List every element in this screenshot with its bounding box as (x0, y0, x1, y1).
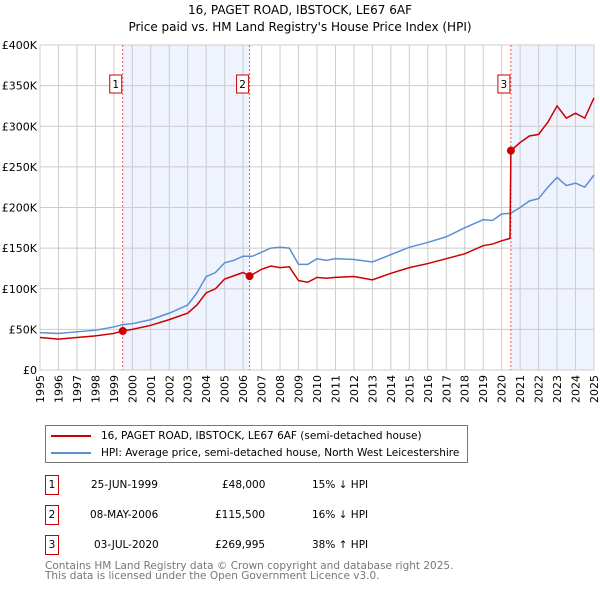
hpi-diff: 16% ↓ HPI (312, 509, 369, 521)
date: 03-JUL-2020 (94, 539, 159, 551)
sale-label: 2 (239, 79, 246, 91)
x-tick-label: 2004 (200, 375, 213, 403)
x-tick-label: 2025 (588, 375, 600, 403)
chart-title: 16, PAGET ROAD, IBSTOCK, LE67 6AF (188, 3, 412, 17)
x-tick-label: 2023 (551, 375, 564, 403)
x-tick-label: 1999 (108, 375, 121, 403)
sale-label-box (497, 74, 511, 94)
x-tick-label: 2021 (514, 375, 527, 403)
x-tick-label: 1997 (71, 375, 84, 403)
sale-point (118, 327, 127, 335)
x-tick-label: 2016 (422, 375, 435, 403)
x-tick-label: 2000 (126, 375, 139, 403)
legend-label: 16, PAGET ROAD, IBSTOCK, LE67 6AF (semi-… (101, 430, 422, 442)
marker-badge: 2 (45, 505, 59, 525)
footer-line: Contains HM Land Registry data © Crown c… (45, 560, 454, 572)
hpi-diff: 38% ↑ HPI (312, 539, 369, 551)
hpi-line (39, 174, 595, 335)
chart-subtitle: Price paid vs. HM Land Registry's House … (128, 20, 471, 34)
transaction-row: 3 03-JUL-2020 £269,995 38% ↑ HPI (45, 535, 445, 555)
price: £48,000 (222, 479, 266, 491)
x-tick-label: 2002 (163, 375, 176, 403)
x-tick-label: 2024 (570, 375, 583, 403)
x-tick-label: 2020 (496, 375, 509, 403)
x-tick-label: 2014 (385, 375, 398, 403)
legend-swatch (51, 452, 91, 454)
marker-badge: 3 (45, 535, 59, 555)
y-tick-label: £250K (2, 161, 38, 174)
y-tick-label: £0 (23, 364, 37, 377)
y-tick-label: £50K (9, 323, 38, 336)
sale-label-box (109, 74, 123, 94)
date: 25-JUN-1999 (91, 479, 158, 491)
x-tick-label: 1998 (89, 375, 102, 403)
marker-badge: 1 (45, 475, 59, 495)
x-tick-label: 2001 (145, 375, 158, 403)
legend: 16, PAGET ROAD, IBSTOCK, LE67 6AF (semi-… (45, 425, 468, 463)
x-tick-label: 2017 (440, 375, 453, 403)
sale-point (245, 272, 254, 281)
legend-item-hpi: HPI: Average price, semi-detached house,… (51, 445, 459, 461)
x-tick-label: 2015 (403, 375, 416, 403)
y-tick-label: £150K (2, 242, 38, 255)
legend-swatch (51, 435, 91, 437)
x-tick-label: 2005 (219, 375, 232, 403)
x-tick-label: 1995 (34, 375, 47, 403)
price: £269,995 (215, 539, 266, 551)
property-price-line (39, 97, 595, 340)
sale-label: 3 (501, 79, 508, 91)
transaction-row: 1 25-JUN-1999 £48,000 15% ↓ HPI (45, 475, 445, 495)
chart: 16, PAGET ROAD, IBSTOCK, LE67 6AF Price … (2, 3, 600, 403)
transaction-row: 2 08-MAY-2006 £115,500 16% ↓ HPI (45, 505, 445, 525)
x-tick-label: 2008 (274, 375, 287, 403)
x-tick-label: 2018 (459, 375, 472, 403)
footer-line: This data is licensed under the Open Gov… (45, 570, 380, 582)
sale-point (506, 146, 515, 155)
sale-label: 1 (112, 79, 119, 91)
y-tick-label: £400K (2, 39, 38, 52)
x-tick-label: 2022 (533, 375, 546, 403)
x-tick-label: 2010 (311, 375, 324, 403)
x-tick-label: 1996 (52, 375, 65, 403)
x-tick-label: 2019 (477, 375, 490, 403)
sale-label-box (236, 74, 250, 94)
x-tick-label: 2003 (182, 375, 195, 403)
y-tick-label: £300K (2, 120, 38, 133)
footer: Contains HM Land Registry data © Crown c… (45, 560, 454, 582)
date: 08-MAY-2006 (90, 509, 159, 521)
y-tick-label: £100K (2, 283, 38, 296)
hpi-diff: 15% ↓ HPI (312, 479, 369, 491)
legend-label: HPI: Average price, semi-detached house,… (101, 447, 460, 459)
x-tick-label: 2013 (366, 375, 379, 403)
legend-item-property: 16, PAGET ROAD, IBSTOCK, LE67 6AF (semi-… (51, 428, 422, 444)
price: £115,500 (215, 509, 266, 521)
x-tick-label: 2011 (329, 375, 342, 403)
x-tick-label: 2012 (348, 375, 361, 403)
y-tick-label: £350K (2, 80, 38, 93)
y-tick-label: £200K (2, 202, 38, 215)
x-tick-label: 2006 (237, 375, 250, 403)
x-tick-label: 2009 (293, 375, 306, 403)
x-tick-label: 2007 (256, 375, 269, 403)
